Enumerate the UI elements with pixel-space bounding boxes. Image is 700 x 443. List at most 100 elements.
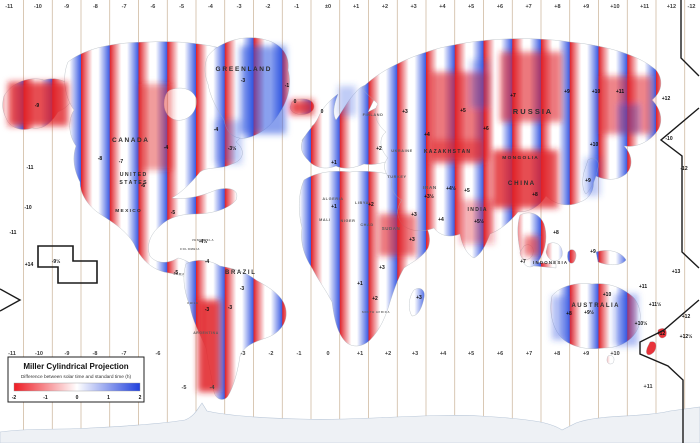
utc-offset-label: -9½ [52,258,61,265]
bottom-axis-label: +5 [468,351,474,357]
country-label: S T A T E S [119,180,147,186]
bottom-axis-label: -9 [65,351,70,357]
country-label: A U S T R A L I A [571,303,619,309]
utc-offset-label: +3 [402,109,408,115]
top-axis-label: +4 [439,4,446,10]
islands-indonesia [519,242,627,269]
legend-tick-label: 0 [76,395,79,401]
legend-title: Miller Cylindrical Projection [23,362,128,371]
top-axis-label: +6 [497,4,503,10]
offset-labels: -9-8 -7-6-5-4-4-3½-3-100-4½-4-5-3-3-3+1+2… [10,78,693,340]
top-axis-label: -10 [34,4,42,10]
legend-tick-label: -1 [43,395,48,401]
bottom-axis-label: +2 [385,351,391,357]
country-label: M E X I C O [115,208,141,214]
utc-offset-label: -4 [164,145,169,151]
utc-offset-label: +4 [438,217,444,223]
top-axis-label: -9 [64,4,69,10]
top-axis-label: +8 [554,4,560,10]
utc-offset-label: +10 [590,142,599,148]
country-label: SOUTH AFRICA [362,310,390,314]
country-label: IRAN [423,185,437,190]
utc-offset-label: -11 [27,165,34,171]
utc-offset-label: -1 [285,83,290,89]
utc-offset-label: +10 [603,292,612,298]
utc-offset-label: +2 [376,146,382,152]
bottom-axis-label: +8 [554,351,560,357]
country-label: ARGENTINA [193,331,219,335]
utc-offset-label: +9½ [584,309,594,316]
top-axis-label: +12 [667,4,676,10]
bottom-axis-label: +11 [643,384,652,390]
utc-offset-label: +5 [464,188,470,194]
utc-offset-label: +8 [566,311,572,317]
utc-offset-label: -3 [241,78,246,84]
top-axis-label: -5 [179,4,184,10]
utc-offset-label: +12 [662,96,671,102]
country-label: VENEZUELA [192,238,214,242]
utc-offset-label: -4 [214,127,219,133]
utc-offset-label: +1 [331,160,337,166]
utc-offset-label: +3 [409,237,415,243]
legend: Miller Cylindrical Projection Difference… [7,356,145,403]
island-madagascar [409,288,425,317]
utc-offset-label: -8 [98,156,103,162]
country-label: CHILE [187,301,198,305]
island-tasmania [606,355,615,365]
utc-offset-label: +7 [510,93,516,99]
bottom-axis-label: -4 [210,385,216,391]
country-label: TURKEY [387,175,406,179]
utc-offset-label: +12 [682,314,691,320]
utc-offset-label: +8 [532,192,538,198]
utc-offset-label: +8 [553,230,559,236]
utc-offset-label: -3 [228,305,233,311]
country-label: B R A Z I L [225,270,255,276]
bottom-axis-label: -6 [156,351,161,357]
country-label: ALGERIA [322,197,343,201]
legend-tick-label: 2 [139,395,142,401]
bottom-axis-label: -3 [241,351,246,357]
utc-offset-label: +3 [411,212,417,218]
utc-offset-label: -10 [24,205,31,211]
bottom-axis-label: +4 [440,351,447,357]
bottom-axis-label: 0 [326,351,329,357]
bottom-axis-label: +10 [610,351,619,357]
top-axis-label: ±0 [325,4,331,10]
utc-offset-label: +3 [379,265,385,271]
utc-offset-label: +2 [372,296,378,302]
utc-offset-label: +9 [564,89,570,95]
top-axis-label: +5 [468,4,474,10]
utc-offset-label: -5 [171,210,176,216]
utc-offset-label: +1 [331,204,337,210]
bottom-axis-label: -8 [93,351,98,357]
utc-offset-label: +9 [585,178,591,184]
top-axis-label: -11 [5,4,13,10]
bottom-axis-label: +1 [357,351,363,357]
legend-subtitle: Difference between solar time and standa… [21,374,132,380]
utc-offset-label: +13 [672,269,681,275]
utc-offset-label: +4½ [446,185,456,192]
country-label: FINLAND [363,113,384,117]
top-axis-label: +7 [525,4,531,10]
bottom-axis-label: -2 [269,351,274,357]
bottom-axis-label: +7 [526,351,532,357]
country-label: NIGER [340,219,355,223]
top-axis-label: -12 [688,4,696,10]
country-label: SUDAN [382,226,401,231]
top-axis-label: -4 [208,4,214,10]
bottom-axis-label: +3 [412,351,418,357]
country-label: C A N A D A [112,137,148,144]
utc-offset-label: -4½ [199,238,208,245]
country-label: C H I N A [508,180,535,187]
utc-offset-label: +1 [357,281,363,287]
legend-box [7,356,145,403]
utc-offset-label: +11 [639,284,647,290]
country-label: PERU [174,272,185,276]
top-axis-label: +2 [382,4,388,10]
top-axis-label: -3 [237,4,242,10]
utc-offset-label: -7 [119,159,124,165]
country-label: M O N G O L I A [502,155,538,161]
bottom-axis: -11 -10 -9 -8 -7 -6-5 -4-3 -2 -1 0 +1 +2 +3 +4 +5 +6 +7 +… [8,351,652,391]
utc-offset-label: +6 [483,126,489,132]
